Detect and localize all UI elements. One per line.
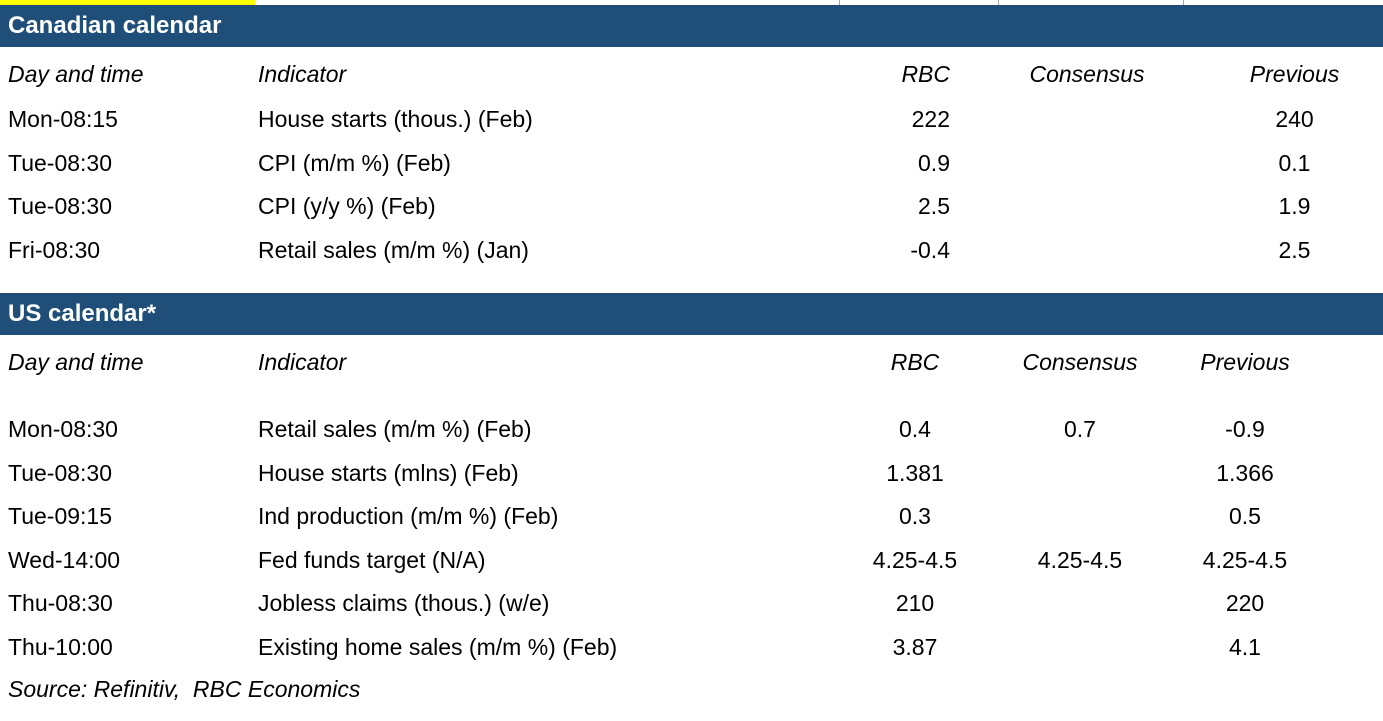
table-row: Tue-08:30 House starts (mlns) (Feb) 1.38…	[0, 452, 1383, 496]
us-table-header-row: Day and time Indicator RBC Consensus Pre…	[0, 341, 1383, 385]
cell-previous: -0.9	[1225, 416, 1265, 443]
header-day-and-time: Day and time	[8, 349, 144, 376]
canadian-table-header-row: Day and time Indicator RBC Consensus Pre…	[0, 51, 1383, 98]
cell-previous: 2.5	[1278, 236, 1311, 263]
cell-rbc: 4.25-4.5	[872, 546, 958, 573]
table-row: Fri-08:30 Retail sales (m/m %) (Jan) -0.…	[0, 229, 1383, 273]
cell-indicator: Existing home sales (m/m %) (Feb)	[258, 633, 618, 660]
cell-rbc: 2.5	[918, 193, 950, 220]
canadian-calendar-band: Canadian calendar	[0, 5, 1383, 47]
table-row: Tue-09:15 Ind production (m/m %) (Feb) 0…	[0, 495, 1383, 539]
header-indicator: Indicator	[258, 60, 347, 87]
cell-indicator: House starts (thous.) (Feb)	[258, 106, 533, 133]
cell-day-time: Thu-10:00	[8, 633, 113, 660]
cell-day-time: Tue-08:30	[8, 149, 112, 176]
cell-day-time: Tue-08:30	[8, 459, 112, 486]
cell-rbc: 210	[895, 590, 935, 617]
header-consensus: Consensus	[1029, 60, 1145, 87]
header-day-and-time: Day and time	[8, 60, 144, 87]
table-row: Mon-08:15 House starts (thous.) (Feb) 22…	[0, 98, 1383, 142]
table-row: Tue-08:30 CPI (y/y %) (Feb) 2.5 1.9	[0, 185, 1383, 229]
cell-previous: 0.5	[1229, 503, 1261, 530]
cell-indicator: Ind production (m/m %) (Feb)	[258, 503, 559, 530]
canadian-calendar-title: Canadian calendar	[8, 12, 222, 39]
cell-day-time: Fri-08:30	[8, 236, 101, 263]
cell-indicator: House starts (mlns) (Feb)	[258, 459, 519, 486]
cell-day-time: Tue-08:30	[8, 193, 112, 220]
cell-previous: 220	[1225, 590, 1265, 617]
cell-previous: 4.25-4.5	[1202, 546, 1288, 573]
us-calendar-band: US calendar*	[0, 293, 1383, 335]
cell-rbc: 3.87	[892, 633, 938, 660]
cell-day-time: Tue-09:15	[8, 503, 112, 530]
cell-rbc: -0.4	[910, 236, 950, 263]
canadian-calendar-table: Day and time Indicator RBC Consensus Pre…	[0, 51, 1383, 272]
cell-previous: 1.9	[1278, 193, 1311, 220]
cell-rbc: 0.4	[899, 416, 931, 443]
cell-consensus: 4.25-4.5	[1037, 546, 1123, 573]
cell-indicator: CPI (y/y %) (Feb)	[258, 193, 436, 220]
cell-day-time: Thu-08:30	[8, 590, 113, 617]
header-previous: Previous	[1200, 349, 1290, 376]
header-previous: Previous	[1249, 60, 1340, 87]
cell-indicator: Fed funds target (N/A)	[258, 546, 486, 573]
cell-rbc: 222	[911, 106, 950, 133]
cell-indicator: Retail sales (m/m %) (Feb)	[258, 416, 532, 443]
header-rbc: RBC	[890, 349, 940, 376]
cell-rbc: 0.3	[899, 503, 931, 530]
yellow-highlight-strip	[0, 0, 255, 5]
cell-indicator: Jobless claims (thous.) (w/e)	[258, 590, 550, 617]
cell-rbc: 1.381	[886, 459, 944, 486]
cell-rbc: 0.9	[918, 149, 950, 176]
table-row: Wed-14:00 Fed funds target (N/A) 4.25-4.…	[0, 539, 1383, 583]
cell-day-time: Mon-08:30	[8, 416, 118, 443]
us-calendar-title: US calendar*	[8, 300, 157, 327]
cell-previous: 1.366	[1216, 459, 1274, 486]
cell-consensus: 0.7	[1064, 416, 1096, 443]
gridline-artifact-2	[998, 0, 999, 5]
table-row: Tue-08:30 CPI (m/m %) (Feb) 0.9 0.1	[0, 142, 1383, 186]
table-row: Mon-08:30 Retail sales (m/m %) (Feb) 0.4…	[0, 408, 1383, 452]
cell-day-time: Mon-08:15	[8, 106, 118, 133]
us-calendar-table: Day and time Indicator RBC Consensus Pre…	[0, 341, 1383, 669]
table-row: Thu-08:30 Jobless claims (thous.) (w/e) …	[0, 582, 1383, 626]
cell-previous: 4.1	[1229, 633, 1261, 660]
cell-previous: 240	[1275, 106, 1314, 133]
header-rbc: RBC	[901, 60, 950, 87]
header-consensus: Consensus	[1022, 349, 1138, 376]
cell-day-time: Wed-14:00	[8, 546, 121, 573]
table-row: Thu-10:00 Existing home sales (m/m %) (F…	[0, 626, 1383, 670]
gridline-artifact-1	[839, 0, 840, 5]
source-note: Source: Refinitiv, RBC Economics	[8, 676, 361, 702]
cell-indicator: CPI (m/m %) (Feb)	[258, 149, 451, 176]
gridline-artifact-3	[1183, 0, 1184, 5]
cell-indicator: Retail sales (m/m %) (Jan)	[258, 236, 529, 263]
cell-previous: 0.1	[1278, 149, 1311, 176]
header-indicator: Indicator	[258, 349, 347, 376]
